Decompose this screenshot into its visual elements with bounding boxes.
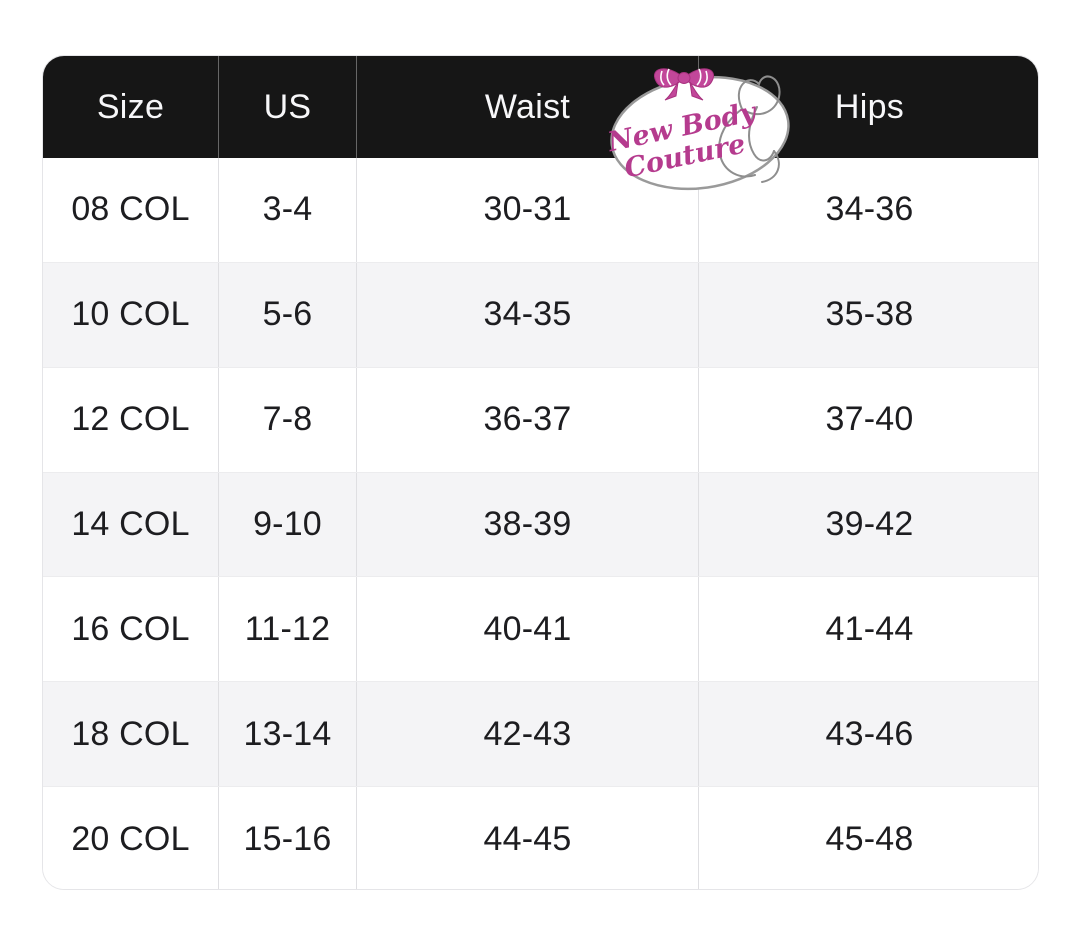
- hips-cell: 43-46: [698, 682, 1038, 787]
- us-cell: 7-8: [218, 367, 356, 472]
- size-chart-card: Size US Waist Hips 08 COL 3-4 30-31 34-3…: [42, 55, 1039, 890]
- size-cell: 12 COL: [71, 400, 190, 439]
- us-cell: 11-12: [218, 577, 356, 682]
- table-row: 16 COL 11-12 40-41 41-44: [43, 576, 1038, 682]
- waist-cell: 36-37: [356, 367, 698, 472]
- size-cell: 20 COL: [71, 819, 190, 858]
- table-row: 14 COL 9-10 38-39 39-42: [43, 471, 1038, 577]
- bow-stripes: [660, 68, 708, 86]
- table-row: 20 COL 15-16 44-45 45-48: [43, 786, 1038, 889]
- hips-cell: 41-44: [698, 577, 1038, 682]
- us-cell: 15-16: [218, 787, 356, 889]
- table-body: 08 COL 3-4 30-31 34-36 10 COL 5-6 34-35 …: [43, 158, 1038, 889]
- size-cell: 14 COL: [71, 505, 190, 543]
- waist-cell: 30-31: [356, 158, 698, 262]
- hips-cell: 35-38: [698, 262, 1038, 367]
- size-cell: 18 COL: [71, 714, 190, 753]
- us-cell: 9-10: [218, 472, 356, 577]
- size-cell: 08 COL: [71, 190, 190, 229]
- hips-cell: 45-48: [698, 787, 1038, 889]
- table-row: 08 COL 3-4 30-31 34-36: [43, 158, 1038, 262]
- us-cell: 13-14: [218, 682, 356, 787]
- waist-cell: 34-35: [356, 262, 698, 367]
- hips-cell: 34-36: [698, 158, 1038, 262]
- brand-logo: New Body Couture: [599, 56, 799, 201]
- waist-cell: 44-45: [356, 787, 698, 889]
- table-row: 10 COL 5-6 34-35 35-38: [43, 261, 1038, 367]
- waist-cell: 38-39: [356, 472, 698, 577]
- table-header: Size US Waist Hips: [43, 56, 1038, 158]
- column-header-size: Size: [96, 87, 165, 126]
- us-cell: 5-6: [218, 262, 356, 367]
- hips-cell: 37-40: [698, 367, 1038, 472]
- table-row: 12 COL 7-8 36-37 37-40: [43, 366, 1038, 472]
- us-cell: 3-4: [218, 158, 356, 262]
- waist-cell: 42-43: [356, 682, 698, 787]
- woman-silhouette-icon: [718, 75, 781, 183]
- table-row: 18 COL 13-14 42-43 43-46: [43, 681, 1038, 787]
- brand-logo-graphic: [610, 68, 790, 191]
- size-cell: 16 COL: [71, 609, 190, 648]
- column-header-us: US: [218, 56, 356, 158]
- column-header-hips: Hips: [698, 56, 1038, 158]
- waist-cell: 40-41: [356, 577, 698, 682]
- column-header-waist: Waist: [356, 56, 698, 158]
- hips-cell: 39-42: [698, 472, 1038, 577]
- size-cell: 10 COL: [71, 295, 190, 334]
